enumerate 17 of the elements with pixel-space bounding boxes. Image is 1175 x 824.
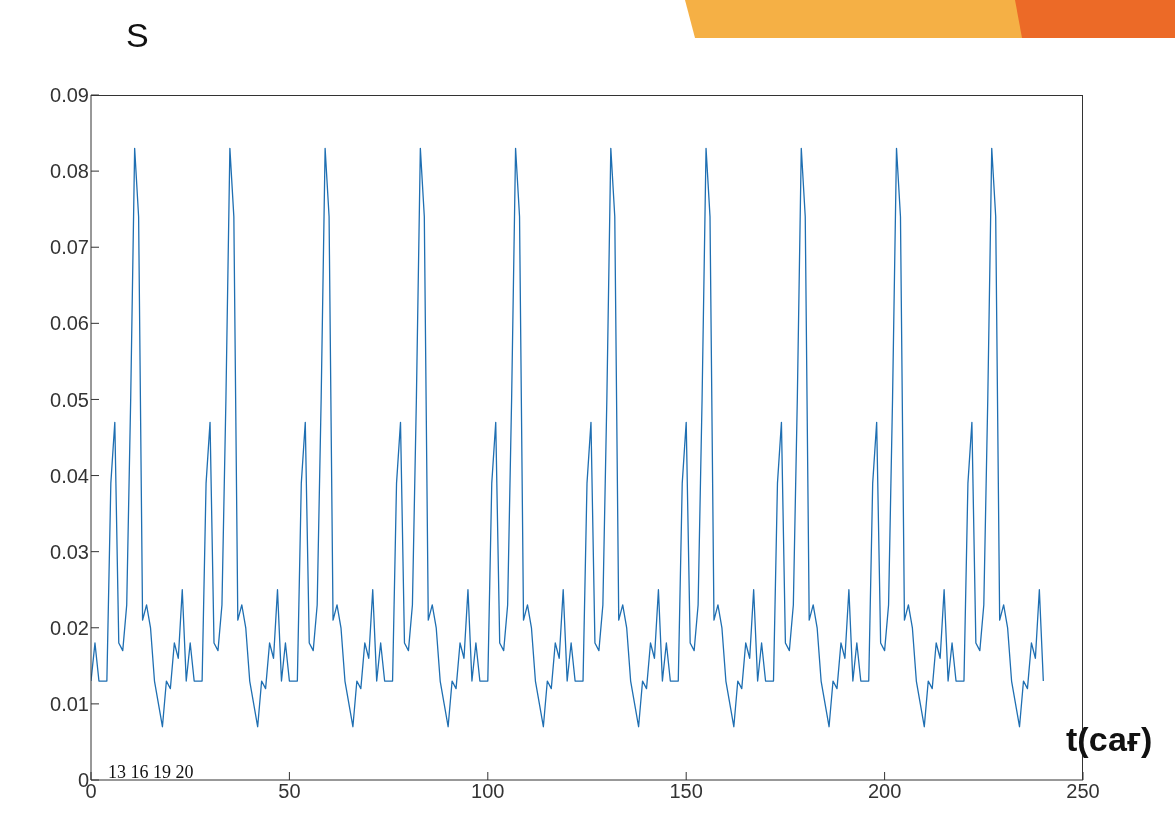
annotation: 13 16 19 20	[108, 762, 194, 783]
y-tick-label: 0.08	[50, 160, 89, 183]
y-tick-label: 0.03	[50, 540, 89, 563]
x-tick-label: 250	[1066, 780, 1100, 803]
x-tick-label: 200	[867, 780, 902, 803]
y-tick-label: 0.09	[50, 84, 89, 107]
y-tick-label: 0.06	[50, 312, 89, 335]
y-tick-label: 0.05	[50, 388, 89, 411]
y-axis-title: S	[126, 16, 149, 55]
y-tick-label: 0.04	[50, 464, 89, 487]
y-tick-label: 0.01	[50, 692, 89, 715]
y-tick-label: 0.02	[50, 616, 89, 639]
y-tick-label: 0.07	[50, 236, 89, 259]
x-tick-label: 50	[278, 780, 301, 803]
line-series	[91, 147, 1044, 728]
x-tick-label: 150	[669, 780, 703, 803]
x-tick-label: 100	[471, 780, 505, 803]
